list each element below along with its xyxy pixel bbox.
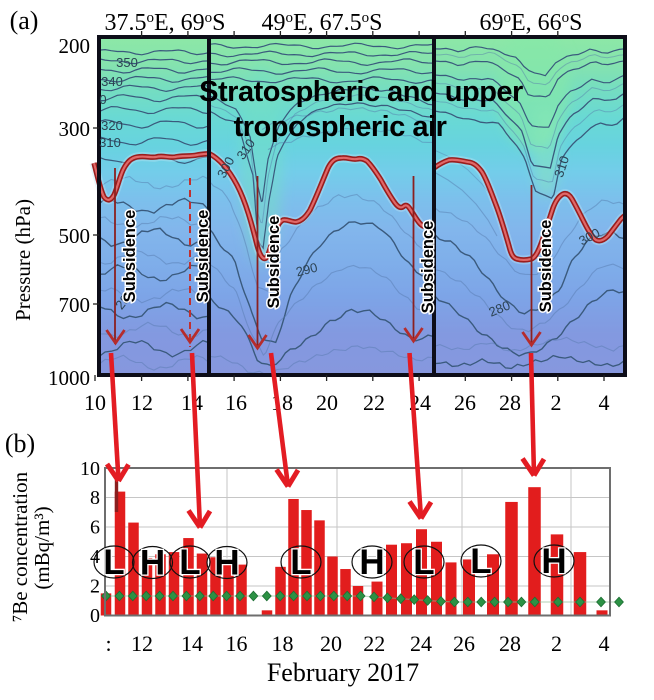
svg-text::: : [105, 631, 111, 656]
svg-text:2: 2 [551, 390, 562, 415]
svg-text:24: 24 [410, 631, 432, 656]
svg-text:0: 0 [90, 605, 100, 627]
svg-text:(mBq/m³): (mBq/m³) [30, 506, 54, 589]
svg-text:L: L [179, 543, 200, 582]
svg-text:0: 0 [99, 92, 106, 107]
svg-text:(b): (b) [5, 429, 35, 458]
svg-text:1000: 1000 [48, 366, 90, 390]
svg-text:2: 2 [551, 631, 562, 656]
svg-text:37.5oE, 69oS: 37.5oE, 69oS [104, 10, 225, 36]
svg-text:H: H [214, 544, 239, 583]
svg-text:4: 4 [90, 546, 100, 568]
svg-text:tropospheric air: tropospheric air [234, 111, 447, 143]
svg-text:H: H [541, 542, 566, 581]
svg-text:26: 26 [454, 390, 476, 415]
svg-text:16: 16 [225, 390, 247, 415]
svg-text:H: H [359, 543, 384, 582]
svg-text:12: 12 [131, 390, 153, 415]
svg-text:49oE, 67.5oS: 49oE, 67.5oS [261, 10, 382, 36]
svg-text:22: 22 [363, 390, 385, 415]
svg-text:12: 12 [131, 631, 153, 656]
svg-text:L: L [470, 542, 491, 581]
svg-text:26: 26 [453, 631, 475, 656]
svg-text:500: 500 [59, 224, 91, 248]
svg-text:4: 4 [599, 390, 610, 415]
svg-text:290: 290 [294, 260, 319, 280]
svg-text:⁷Be concentration: ⁷Be concentration [8, 471, 32, 622]
svg-text:10: 10 [80, 458, 100, 480]
svg-text:2: 2 [90, 576, 100, 598]
svg-text:H: H [140, 544, 165, 583]
svg-text:Subsidence: Subsidence [419, 221, 437, 314]
svg-text:Pressure (hPa): Pressure (hPa) [11, 199, 35, 321]
svg-text:10: 10 [84, 390, 106, 415]
svg-text:L: L [413, 543, 434, 582]
svg-text:22: 22 [363, 631, 385, 656]
svg-text:300: 300 [59, 117, 91, 141]
svg-text:L: L [103, 543, 124, 582]
svg-text:200: 200 [59, 34, 91, 58]
svg-text:320: 320 [101, 118, 123, 133]
svg-text:(a): (a) [10, 6, 39, 35]
svg-text:6: 6 [90, 517, 100, 539]
svg-text:69oE, 66oS: 69oE, 66oS [479, 10, 582, 36]
svg-text:Subsidence: Subsidence [194, 210, 212, 303]
svg-text:20: 20 [320, 631, 342, 656]
svg-text:8: 8 [90, 487, 100, 509]
svg-text:18: 18 [272, 631, 294, 656]
svg-text:310: 310 [99, 135, 121, 150]
svg-text:Stratospheric and upper: Stratospheric and upper [199, 76, 523, 108]
svg-text:L: L [290, 543, 311, 582]
svg-text:4: 4 [599, 631, 610, 656]
svg-text:28: 28 [499, 390, 521, 415]
svg-text:Subsidence: Subsidence [537, 220, 555, 313]
svg-text:28: 28 [499, 631, 521, 656]
svg-text:16: 16 [226, 631, 248, 656]
svg-text:Subsidence: Subsidence [265, 216, 283, 309]
svg-text:14: 14 [181, 631, 203, 656]
svg-text:20: 20 [316, 390, 338, 415]
svg-text:Subsidence: Subsidence [121, 210, 139, 303]
svg-text:310: 310 [551, 154, 572, 179]
svg-text:340: 340 [101, 74, 123, 89]
svg-text:February 2017: February 2017 [267, 658, 419, 687]
svg-text:700: 700 [59, 293, 91, 317]
svg-text:350: 350 [116, 55, 138, 70]
